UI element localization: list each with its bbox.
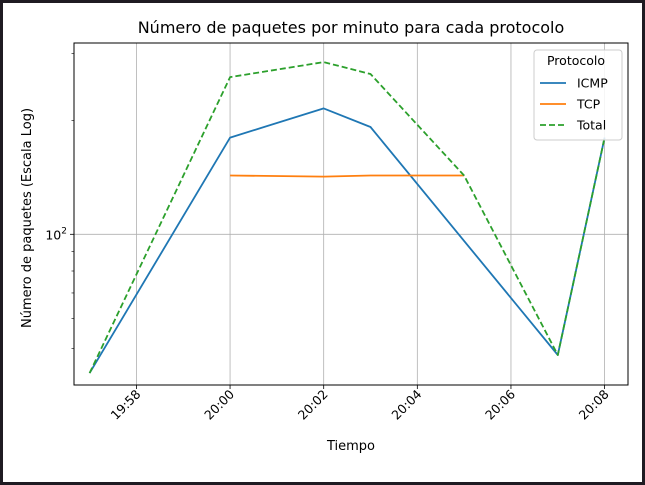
x-tick-label: 19:58 [107, 386, 143, 422]
x-tick-label: 20:06 [482, 386, 518, 422]
chart-title: Número de paquetes por minuto para cada … [138, 18, 565, 37]
x-axis-label: Tiempo [326, 439, 375, 454]
series-lines [88, 61, 606, 374]
series-line-icmp [88, 107, 606, 374]
x-tick-label: 20:00 [201, 386, 237, 422]
legend-title: Protocolo [547, 53, 605, 68]
y-tick-label: 102 [45, 226, 67, 242]
y-axis-ticks: 102 [45, 53, 74, 349]
legend-label-icmp: ICMP [577, 76, 608, 91]
series-line-tcp [230, 174, 465, 178]
x-tick-label: 20:04 [388, 386, 424, 422]
legend-entries: ICMP TCP Total [540, 76, 608, 133]
legend-label-total: Total [576, 118, 606, 133]
legend: Protocolo ICMP TCP Total [533, 49, 623, 141]
chart-figure: Número de paquetes por minuto para cada … [3, 3, 642, 482]
series-line-total [88, 61, 606, 374]
plot-frame [73, 42, 629, 386]
x-tick-label: 20:08 [576, 386, 612, 422]
line-chart: Número de paquetes por minuto para cada … [20, 18, 629, 454]
x-tick-label: 20:02 [295, 387, 331, 423]
y-axis-label: Número de paquetes (Escala Log) [20, 108, 35, 328]
legend-label-tcp: TCP [576, 97, 601, 112]
legend-box [533, 49, 623, 141]
x-axis-ticks: 19:58 20:00 20:02 20:04 20:06 20:08 [107, 385, 612, 423]
